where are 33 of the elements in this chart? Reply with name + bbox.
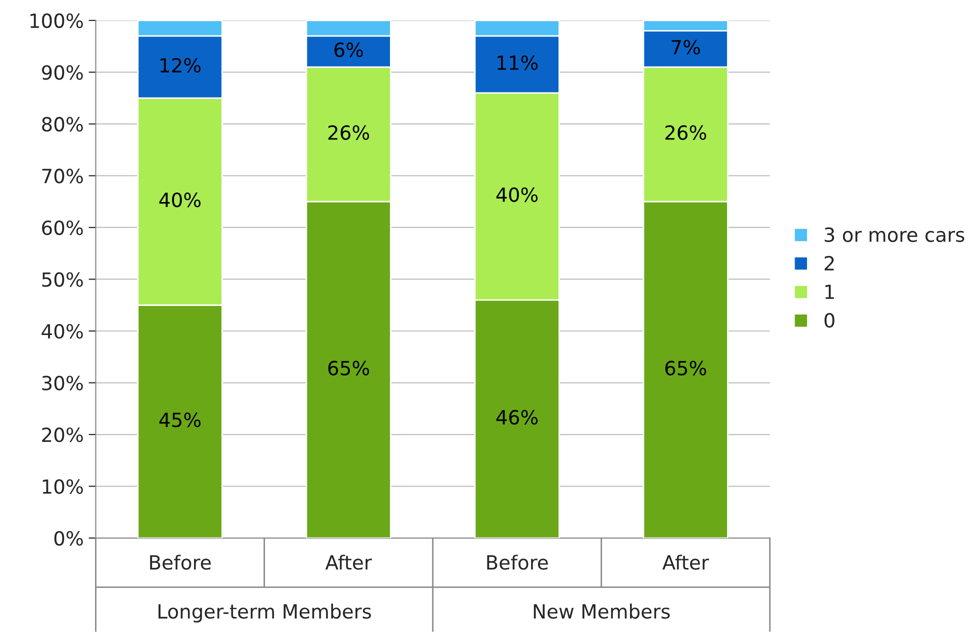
legend-label: 1 bbox=[825, 284, 834, 299]
data-label: 6% bbox=[334, 42, 363, 58]
y-tick-label: 80% bbox=[42, 116, 83, 132]
data-label: 11% bbox=[498, 55, 538, 70]
y-tick-label: 40% bbox=[42, 324, 83, 339]
data-label: 12% bbox=[160, 58, 201, 73]
legend-label: 2 bbox=[824, 256, 834, 270]
data-label: 45% bbox=[159, 412, 201, 428]
data-label: 7% bbox=[672, 40, 700, 55]
x-tick-label: Before bbox=[150, 554, 211, 570]
data-label: 40% bbox=[496, 187, 538, 202]
y-tick-label: 70% bbox=[42, 168, 83, 184]
text: New Members bbox=[534, 604, 670, 619]
x-tick-label: Before bbox=[487, 554, 548, 570]
y-tick-label: 100% bbox=[30, 13, 83, 28]
x-tick-label: After bbox=[662, 554, 709, 570]
data-label: 46% bbox=[496, 410, 538, 425]
y-tick-label: 10% bbox=[42, 479, 83, 494]
x-tick-label: After bbox=[325, 554, 372, 570]
data-label: 40% bbox=[159, 192, 201, 208]
data-label: 65% bbox=[665, 360, 706, 376]
y-tick-label: 20% bbox=[42, 427, 83, 442]
data-label: 26% bbox=[665, 125, 706, 140]
y-tick-label: 90% bbox=[42, 65, 83, 80]
y-tick-label: 50% bbox=[42, 272, 83, 287]
text: Longer-term Members bbox=[158, 604, 371, 622]
y-tick-label: 60% bbox=[42, 220, 83, 236]
legend-label: 3 or more cars bbox=[824, 227, 964, 242]
y-tick-label: 0% bbox=[54, 530, 83, 546]
data-label: 26% bbox=[328, 125, 370, 140]
legend-label: 0 bbox=[824, 312, 834, 328]
y-tick-label: 30% bbox=[42, 376, 83, 390]
data-label: 65% bbox=[328, 360, 370, 376]
